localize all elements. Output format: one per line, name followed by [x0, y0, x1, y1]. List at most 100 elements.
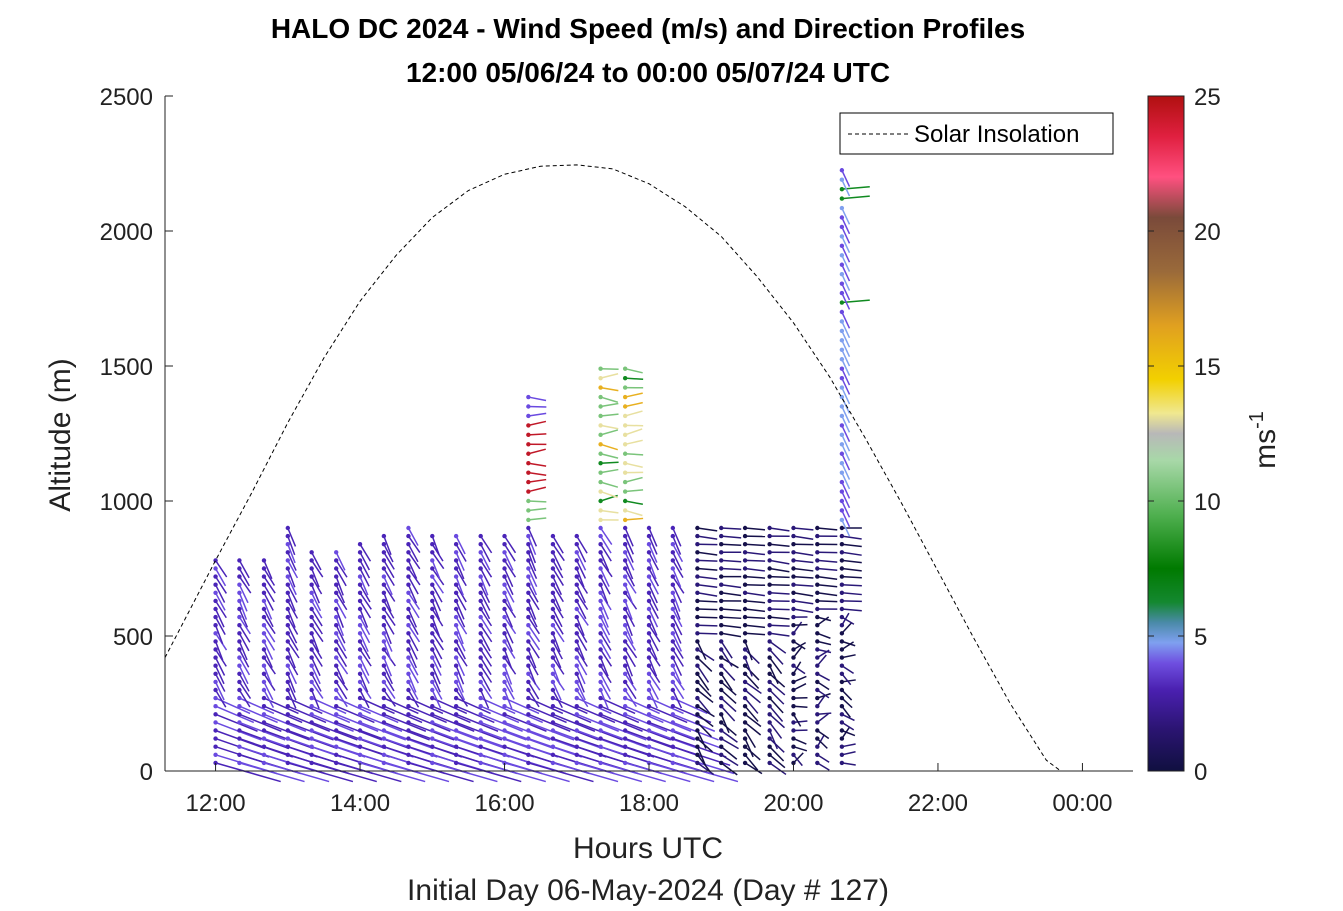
- wind-barb: [721, 608, 742, 612]
- wind-barb: [287, 576, 297, 596]
- wind-barb-point: [453, 760, 459, 766]
- wind-barb-point: [453, 728, 459, 733]
- wind-barb: [407, 689, 420, 708]
- wind-barb-point: [695, 614, 700, 620]
- wind-barb: [672, 713, 716, 732]
- wind-barb: [697, 559, 718, 562]
- wind-barb-point: [478, 752, 483, 757]
- wind-barb-point: [839, 366, 845, 371]
- wind-barb: [552, 616, 564, 635]
- wind-barb-point: [839, 574, 845, 579]
- wind-barb: [480, 551, 491, 571]
- wind-barb-point: [478, 679, 483, 685]
- wind-barb-point: [334, 598, 339, 604]
- wind-barb-point: [261, 760, 267, 766]
- wind-barb-point: [646, 582, 652, 587]
- wind-barb-point: [285, 687, 291, 693]
- wind-barb: [552, 576, 563, 596]
- wind-barb: [359, 543, 372, 562]
- wind-barb-point: [574, 712, 579, 717]
- wind-barb-point: [839, 663, 845, 668]
- wind-barb-point: [285, 663, 291, 668]
- wind-barb-point: [598, 404, 603, 409]
- wind-barb-point: [526, 470, 531, 475]
- wind-barb-point: [526, 671, 531, 676]
- wind-barb: [600, 762, 666, 783]
- wind-barb: [238, 584, 249, 604]
- colorbar-label-unit: ms: [1249, 429, 1282, 469]
- wind-barb: [527, 616, 540, 635]
- wind-barb: [841, 689, 853, 701]
- wind-barb-point: [767, 574, 772, 579]
- wind-barb: [263, 641, 274, 660]
- wind-barb-point: [839, 760, 845, 766]
- wind-barb-point: [285, 606, 291, 612]
- wind-barb: [744, 657, 753, 677]
- wind-barb: [503, 576, 514, 596]
- chart-subtitle: Initial Day 06-May-2024 (Day # 127): [407, 874, 889, 907]
- wind-barb: [310, 665, 321, 685]
- wind-barb-point: [309, 671, 314, 676]
- wind-barb: [238, 689, 251, 708]
- wind-barb-point: [695, 663, 700, 668]
- wind-barb-point: [598, 461, 603, 466]
- wind-barb-point: [622, 366, 628, 371]
- wind-barb: [769, 608, 790, 611]
- wind-barb: [552, 633, 561, 653]
- wind-barb: [407, 560, 418, 579]
- wind-barb: [528, 420, 547, 427]
- wind-barb-point: [646, 744, 652, 749]
- wind-barb-point: [574, 542, 579, 547]
- wind-barb: [744, 738, 754, 758]
- wind-barb-point: [334, 614, 339, 620]
- wind-barb: [383, 657, 393, 677]
- wind-barb: [816, 754, 830, 763]
- wind-barb-point: [478, 566, 483, 571]
- wind-barb-point: [213, 728, 218, 733]
- wind-barb: [817, 648, 832, 654]
- wind-barb: [263, 632, 276, 651]
- wind-barb: [817, 640, 832, 646]
- wind-barb-point: [261, 712, 267, 717]
- wind-barb-point: [213, 720, 218, 725]
- wind-barb-point: [237, 671, 242, 676]
- wind-barb-point: [646, 720, 652, 725]
- wind-barb: [503, 641, 516, 659]
- wind-barb-point: [742, 566, 748, 571]
- wind-barb: [263, 600, 273, 620]
- wind-barb-point: [285, 679, 291, 685]
- wind-barb: [817, 583, 838, 588]
- wind-barb: [720, 705, 736, 722]
- wind-barb-point: [406, 679, 411, 685]
- wind-barb: [359, 632, 369, 652]
- wind-barb: [528, 705, 567, 724]
- wind-barb-point: [453, 623, 459, 628]
- wind-barb-point: [550, 582, 556, 587]
- wind-barb-point: [670, 606, 676, 612]
- wind-barb: [576, 568, 585, 588]
- wind-barb: [817, 600, 838, 603]
- wind-barb-point: [695, 752, 700, 757]
- wind-barb-point: [742, 752, 748, 757]
- wind-barb-point: [742, 525, 748, 531]
- wind-barb: [527, 535, 537, 556]
- wind-barb: [672, 616, 683, 636]
- wind-barb: [503, 649, 513, 669]
- wind-barb-point: [309, 712, 314, 717]
- wind-barb-point: [791, 598, 796, 604]
- wind-barb: [841, 254, 851, 272]
- wind-barb-point: [742, 631, 748, 636]
- wind-barb-point: [791, 525, 796, 531]
- wind-barb: [841, 510, 851, 528]
- wind-barb: [600, 705, 640, 724]
- wind-barb-point: [526, 695, 531, 701]
- wind-barb: [527, 543, 537, 564]
- wind-barb-point: [550, 655, 556, 660]
- wind-barb-point: [237, 720, 242, 725]
- wind-barb-point: [213, 704, 218, 709]
- wind-barb: [625, 377, 644, 381]
- wind-barb: [720, 729, 738, 743]
- wind-barb-point: [622, 508, 628, 513]
- wind-barb: [431, 592, 442, 612]
- wind-barb: [552, 641, 563, 660]
